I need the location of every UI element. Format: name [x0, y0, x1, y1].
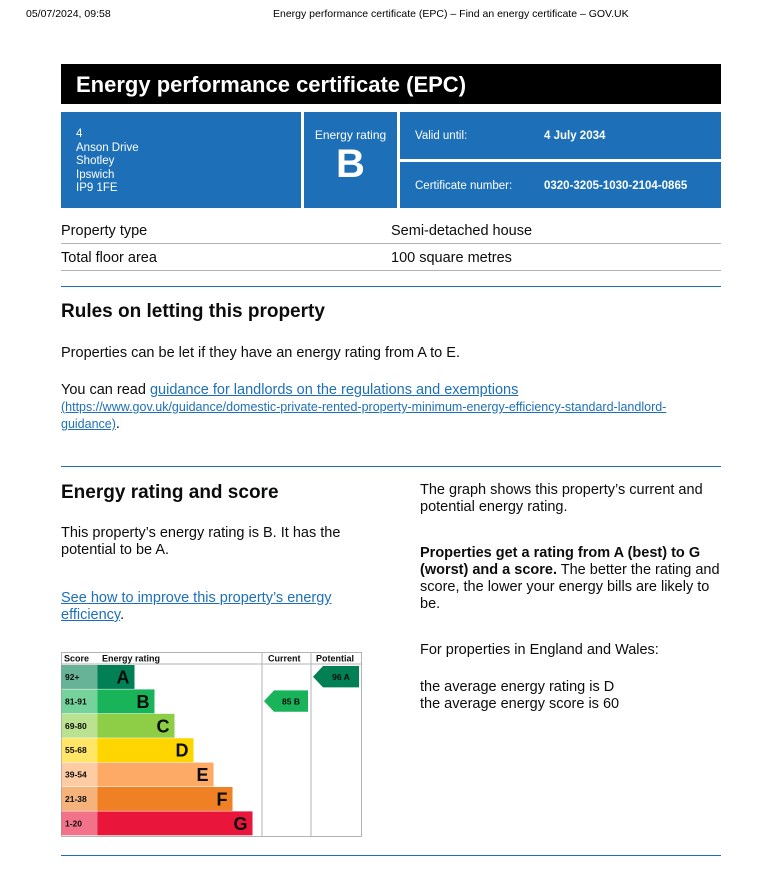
band-score-cell — [61, 811, 98, 836]
property-row: Property type Semi-detached house — [61, 217, 721, 244]
property-row: Total floor area 100 square metres — [61, 244, 721, 271]
band-letter: C — [157, 716, 170, 736]
chart-header-current: Current — [268, 654, 301, 664]
improve-efficiency-link[interactable]: See how to improve this property’s energ… — [61, 590, 332, 623]
band-letter: B — [137, 692, 150, 712]
valid-until-value: 4 July 2034 — [544, 130, 606, 142]
band-letter: F — [217, 790, 228, 810]
landlord-guidance-url[interactable]: (https://www.gov.uk/guidance/domestic-pr… — [61, 400, 667, 431]
rating-explanation-rest: The better the rating and score, the low… — [420, 562, 720, 612]
print-date: 05/07/2024, 09:58 — [26, 8, 111, 20]
certificate-number-value: 0320-3205-1030-2104-0865 — [544, 180, 688, 192]
band-score-label: 81-91 — [65, 696, 87, 706]
print-header: 05/07/2024, 09:58 Energy performance cer… — [0, 8, 778, 22]
property-value: Semi-detached house — [391, 223, 533, 239]
band-bar — [97, 689, 155, 714]
address-line: Anson Drive — [76, 141, 139, 154]
address-line: Shotley — [76, 155, 115, 167]
letting-heading: Rules on letting this property — [61, 301, 325, 322]
address-box: 4 Anson Drive Shotley Ipswich IP9 1FE — [61, 112, 301, 208]
rating-explanation-bold: Properties get a rating from A (best) to… — [420, 545, 701, 578]
certificate-number-label: Certificate number: — [415, 180, 513, 192]
graph-description: The graph shows this property’s current … — [420, 482, 703, 515]
letting-text-suffix: . — [115, 416, 120, 432]
band-score-cell — [61, 762, 98, 787]
band-score-cell — [61, 689, 98, 714]
address-line: Ipswich — [76, 168, 115, 181]
chart-header-score: Score — [64, 654, 89, 664]
average-rating-line: the average energy rating is D — [420, 679, 615, 695]
energy-rating-chart: Score Energy rating Current Potential 92+ A 8… — [61, 652, 362, 837]
score-paragraph: This property’s energy rating is B. It h… — [61, 525, 341, 558]
band-score-label: 21-38 — [65, 794, 87, 804]
address-line: IP9 1FE — [76, 182, 118, 194]
section-divider — [61, 286, 721, 287]
band-bar — [97, 787, 233, 811]
band-bar — [97, 738, 194, 763]
valid-until-label: Valid until: — [415, 130, 468, 142]
england-wales-text: For properties in England and Wales: — [420, 642, 659, 658]
band-letter: A — [117, 668, 130, 688]
band-score-cell — [61, 787, 98, 811]
section-divider — [61, 855, 721, 856]
address-line: 4 — [76, 128, 83, 140]
band-letter: D — [176, 741, 189, 761]
energy-rating-label: Energy rating — [314, 128, 387, 142]
improve-paragraph: See how to improve this property’s energ… — [61, 590, 361, 624]
rating-explanation: Properties get a rating from A (best) to… — [420, 545, 720, 613]
certificate-number-box: Certificate number: 0320-3205-1030-2104-… — [400, 162, 721, 208]
potential-rating-arrow — [313, 666, 359, 688]
property-value: 100 square metres — [391, 250, 512, 266]
letting-text-prefix: You can read — [61, 382, 150, 398]
band-score-label: 39-54 — [65, 770, 87, 780]
band-bar — [97, 762, 214, 787]
band-bar — [97, 665, 135, 689]
energy-rating-value: B — [336, 142, 365, 186]
band-score-label: 69-80 — [65, 721, 87, 731]
chart-header-potential: Potential — [316, 654, 354, 664]
property-summary: Property type Semi-detached house Total … — [61, 217, 721, 271]
band-score-label: 55-68 — [65, 745, 87, 755]
energy-rating-box: Energy rating B — [304, 112, 397, 208]
current-rating-label: 85 B — [282, 697, 300, 707]
letting-paragraph-1: Properties can be let if they have an en… — [61, 345, 460, 361]
band-bar — [97, 811, 253, 836]
average-score-line: the average energy score is 60 — [420, 696, 620, 712]
improve-suffix: . — [120, 607, 125, 623]
property-key: Property type — [61, 223, 148, 239]
page-title: Energy performance certificate (EPC) — [61, 64, 721, 104]
score-heading: Energy rating and score — [61, 482, 279, 503]
valid-until-box: Valid until: 4 July 2034 — [400, 112, 721, 159]
band-score-cell — [61, 738, 98, 763]
band-bar — [97, 713, 175, 738]
band-score-label: 1-20 — [65, 818, 82, 828]
chart-header-rating: Energy rating — [102, 654, 160, 664]
letting-paragraph-2: You can read guidance for landlords on t… — [61, 382, 721, 433]
print-page-title: Energy performance certificate (EPC) – F… — [273, 8, 629, 20]
landlord-guidance-link[interactable]: guidance for landlords on the regulation… — [149, 382, 519, 398]
band-score-label: 92+ — [65, 672, 79, 682]
potential-rating-label: 96 A — [332, 672, 350, 682]
property-key: Total floor area — [61, 250, 157, 266]
band-letter: E — [196, 765, 208, 785]
band-score-cell — [61, 665, 98, 689]
current-rating-arrow — [264, 690, 308, 712]
average-rating-text: the average energy rating is D the avera… — [420, 679, 720, 713]
band-letter: G — [233, 814, 247, 834]
section-divider — [61, 466, 721, 467]
band-score-cell — [61, 713, 98, 738]
